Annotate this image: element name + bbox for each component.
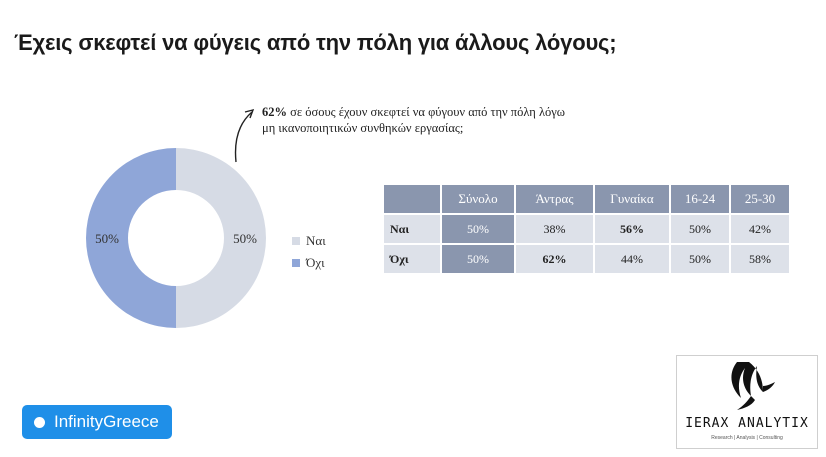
table-header-cell: Γυναίκα (595, 185, 669, 213)
row-label: Όχι (384, 245, 440, 273)
results-table: Σύνολο Άντρας Γυναίκα 16-24 25-30 Ναι 50… (382, 183, 791, 275)
callout-note: 62% σε όσους έχουν σκεφτεί να φύγουν από… (262, 104, 572, 136)
table-header-cell: Σύνολο (442, 185, 514, 213)
table-cell: 62% (516, 245, 593, 273)
infinitygreece-badge: InfinityGreece (22, 405, 172, 439)
callout-arrow-icon (234, 108, 255, 163)
donut-slice-yes (176, 148, 266, 328)
legend-label-yes: Ναι (306, 233, 326, 248)
donut-data-label: 50% (233, 231, 257, 246)
donut-data-label: 50% (95, 231, 119, 246)
donut-slice-no (86, 148, 176, 328)
table-cell: 50% (442, 245, 514, 273)
hawk-icon (731, 362, 775, 410)
callout-percent: 62% (262, 105, 287, 119)
table-cell: 50% (671, 215, 729, 243)
legend-item-no: Όχι (292, 252, 326, 274)
legend-swatch-yes (292, 237, 300, 245)
table-header-cell (384, 185, 440, 213)
circle-icon (34, 416, 45, 428)
table-cell: 50% (442, 215, 514, 243)
logo-wordmark: IERAX ANALYTIX (685, 416, 809, 431)
row-label: Ναι (384, 215, 440, 243)
table-cell: 50% (671, 245, 729, 273)
table-cell: 42% (731, 215, 789, 243)
table-cell: 58% (731, 245, 789, 273)
chart-legend: Ναι Όχι (292, 230, 326, 274)
table-cell: 44% (595, 245, 669, 273)
legend-label-no: Όχι (306, 255, 325, 270)
table-cell: 56% (595, 215, 669, 243)
table-header-cell: 25-30 (731, 185, 789, 213)
table-header-cell: Άντρας (516, 185, 593, 213)
legend-item-yes: Ναι (292, 230, 326, 252)
table-header-cell: 16-24 (671, 185, 729, 213)
logo-tagline: Research | Analysis | Consulting (711, 435, 783, 441)
callout-text: σε όσους έχουν σκεφτεί να φύγουν από την… (262, 105, 566, 135)
ierax-logo: IERAX ANALYTIX Research | Analysis | Con… (676, 355, 818, 449)
table-header-row: Σύνολο Άντρας Γυναίκα 16-24 25-30 (384, 185, 789, 213)
page-title: Έχεις σκεφτεί να φύγεις από την πόλη για… (14, 30, 617, 55)
table-cell: 38% (516, 215, 593, 243)
table-row: Όχι 50% 62% 44% 50% 58% (384, 245, 789, 273)
table-row: Ναι 50% 38% 56% 50% 42% (384, 215, 789, 243)
legend-swatch-no (292, 259, 300, 267)
donut-chart: 50% 50% (86, 148, 266, 328)
badge-text: InfinityGreece (54, 412, 159, 431)
